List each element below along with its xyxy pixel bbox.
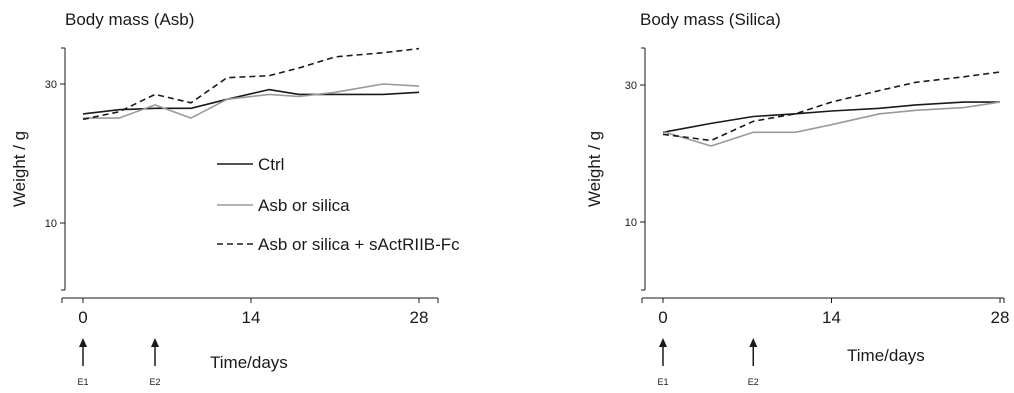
x-tick-label: 0 bbox=[78, 308, 87, 327]
y-tick-label: 10 bbox=[45, 218, 57, 230]
chart-title: Body mass (Silica) bbox=[640, 10, 781, 29]
series-line-treated bbox=[662, 71, 1001, 142]
y-tick-label: 30 bbox=[45, 79, 57, 91]
chart-title: Body mass (Asb) bbox=[65, 10, 194, 29]
legend-label-asb: Asb or silica bbox=[258, 196, 350, 215]
x-axis-label: Time/days bbox=[847, 346, 925, 365]
x-tick-label: 14 bbox=[242, 308, 261, 327]
y-axis-label: Weight / g bbox=[585, 131, 604, 207]
x-axis-label: Time/days bbox=[210, 353, 288, 372]
event-label: E1 bbox=[657, 377, 668, 387]
series-line-treated bbox=[82, 47, 420, 121]
x-tick-label: 14 bbox=[822, 308, 841, 327]
legend-label-ctrl: Ctrl bbox=[258, 155, 284, 174]
x-tick-label: 0 bbox=[658, 308, 667, 327]
y-tick-label: 30 bbox=[625, 80, 637, 92]
body-mass-silica-panel: Body mass (Silica) 10 30 Weight / g 0 14 28 Tim… bbox=[585, 10, 1009, 387]
event-label: E2 bbox=[748, 377, 759, 387]
y-tick-label: 10 bbox=[625, 217, 637, 229]
event-arrow-head bbox=[659, 338, 667, 347]
event-label: E1 bbox=[77, 377, 88, 387]
body-mass-asb-panel: Body mass (Asb) 10 30 Weight / g 0 14 28 Time/d… bbox=[10, 10, 460, 387]
x-tick-label: 28 bbox=[991, 308, 1010, 327]
event-arrow-head bbox=[749, 338, 758, 347]
series-line-asb bbox=[83, 83, 420, 119]
event-arrow-head bbox=[151, 338, 159, 347]
event-arrow-head bbox=[79, 338, 87, 347]
legend-label-treated: Asb or silica + sActRIIB-Fc bbox=[258, 235, 460, 254]
series-line-ctrl bbox=[82, 88, 420, 115]
series-line-asb bbox=[662, 101, 1001, 147]
event-label: E2 bbox=[149, 377, 160, 387]
y-axis-label: Weight / g bbox=[10, 131, 29, 207]
series-line-ctrl bbox=[662, 101, 1000, 134]
x-tick-label: 28 bbox=[410, 308, 429, 327]
